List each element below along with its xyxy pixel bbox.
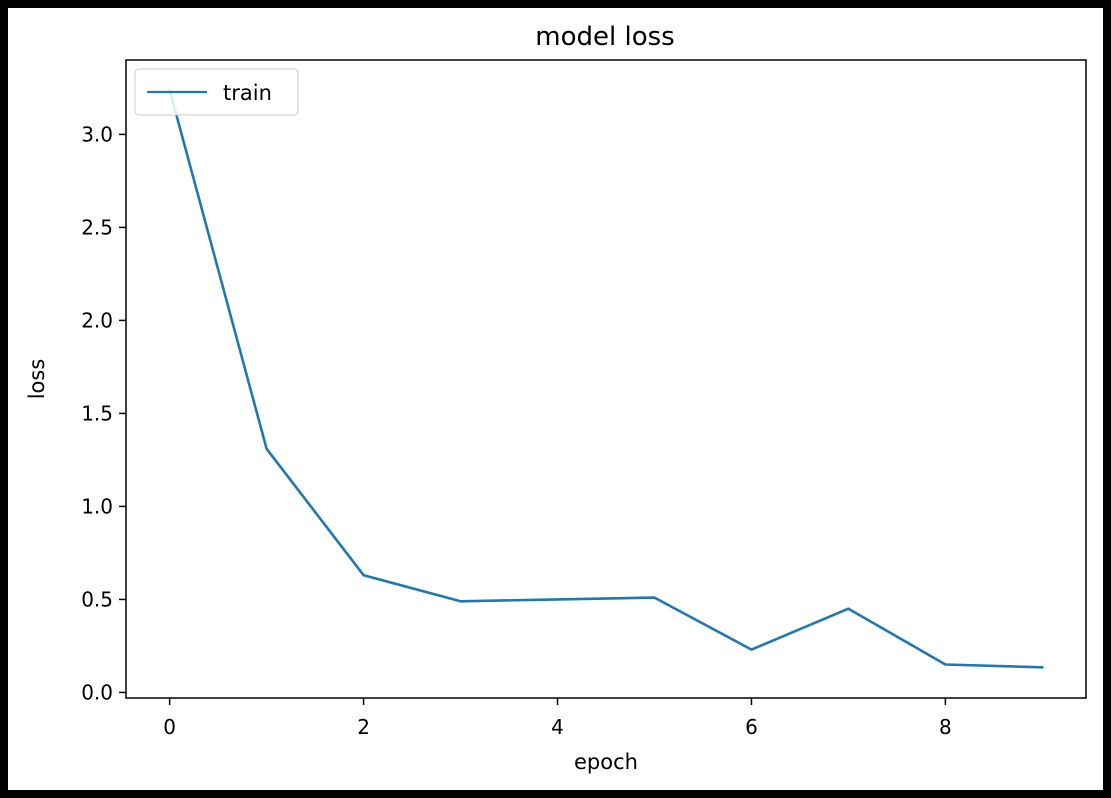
y-tick-label: 3.0	[81, 122, 113, 146]
x-tick-label: 6	[745, 715, 758, 739]
y-tick-label: 1.0	[81, 494, 113, 518]
x-axis-label: epoch	[574, 750, 638, 774]
x-tick-label: 8	[939, 715, 952, 739]
y-tick-label: 2.5	[81, 215, 113, 239]
series-line-train	[168, 88, 1044, 669]
chart-title: model loss	[535, 22, 674, 52]
x-axis: 0 2 4 6 8	[163, 698, 952, 739]
series-layer	[168, 88, 1044, 669]
legend-label-train: train	[223, 81, 272, 105]
chart-svg: model loss 0.0 0.5 1.0 1.5 2.0 2.5 3.0 0 2 4 6 8 e…	[25, 22, 1087, 774]
y-tick-label: 0.5	[81, 587, 113, 611]
y-tick-label: 0.0	[81, 680, 113, 704]
y-axis-label: loss	[25, 359, 49, 400]
chart-frame: model loss 0.0 0.5 1.0 1.5 2.0 2.5 3.0 0 2 4 6 8 e…	[8, 8, 1103, 790]
x-tick-label: 0	[163, 715, 176, 739]
y-tick-label: 1.5	[81, 401, 113, 425]
plot-frame	[125, 59, 1087, 699]
legend-box	[134, 68, 299, 116]
x-tick-label: 4	[551, 715, 564, 739]
y-axis: 0.0 0.5 1.0 1.5 2.0 2.5 3.0	[81, 122, 126, 704]
legend: train	[134, 68, 299, 116]
x-tick-label: 2	[357, 715, 370, 739]
y-tick-label: 2.0	[81, 308, 113, 332]
